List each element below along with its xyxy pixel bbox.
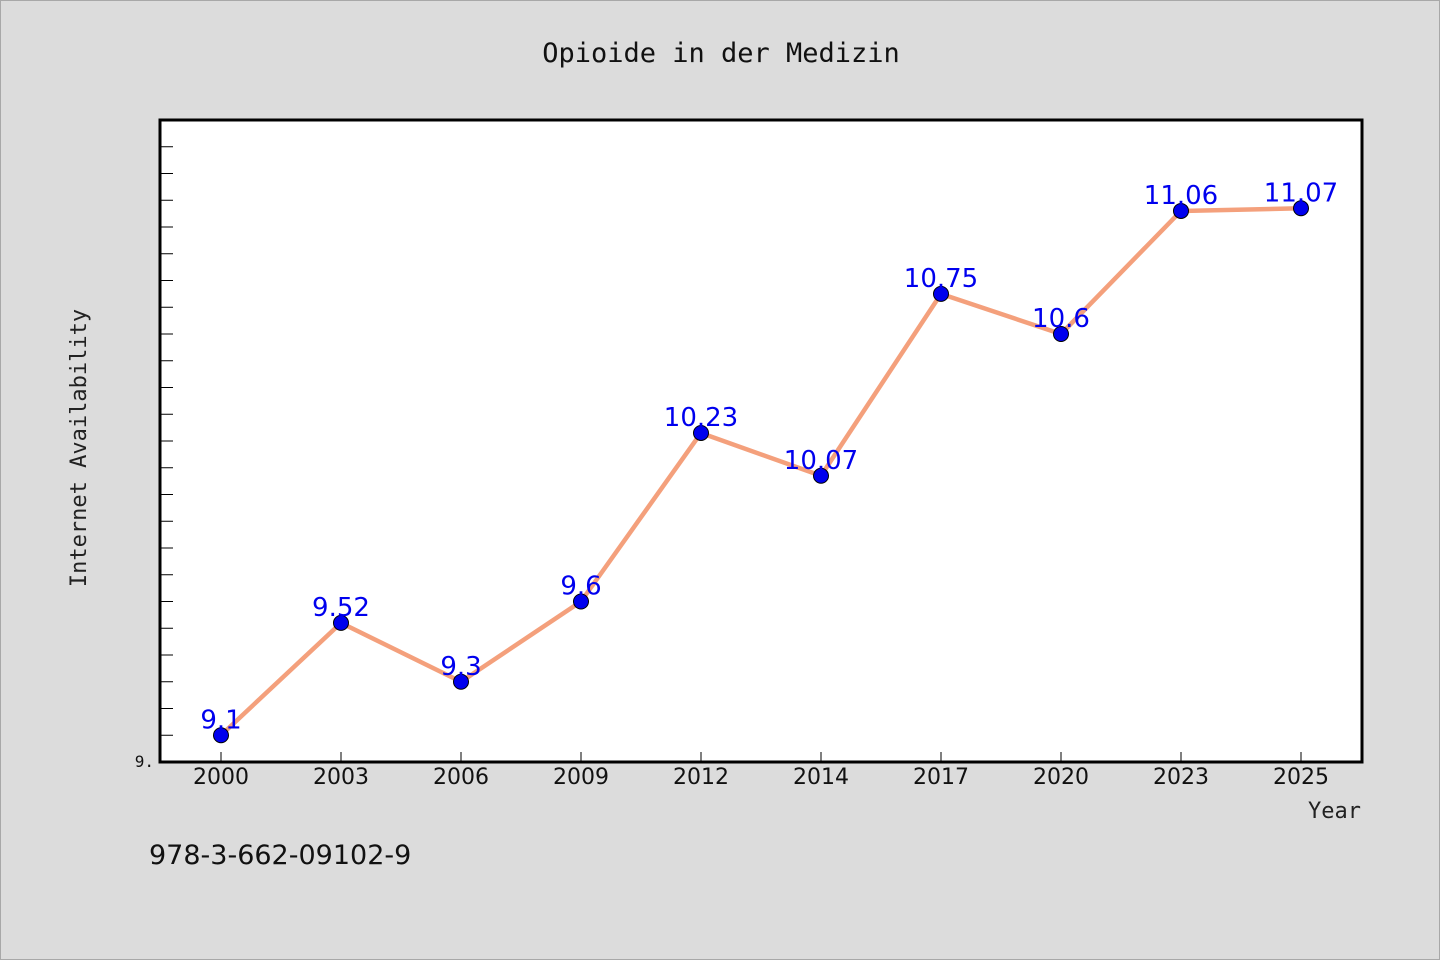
x-axis-ticks: 2000 2003 2006 2009 2012 2014 2017 2020 2023 2025 (193, 752, 1329, 790)
data-label: 10.23 (664, 403, 738, 433)
y-axis-label: Internet Availability (67, 309, 92, 587)
x-tick-label: 2003 (313, 765, 369, 790)
x-tick-label: 2000 (193, 765, 249, 790)
x-tick-label: 2006 (433, 765, 489, 790)
x-axis-label: Year (1308, 799, 1361, 824)
data-point (933, 285, 949, 302)
x-tick-label: 2023 (1153, 765, 1209, 790)
x-tick-label: 2017 (913, 765, 969, 790)
series-line (218, 206, 1304, 738)
data-label: 10.75 (904, 264, 978, 294)
data-point (453, 673, 469, 690)
data-point (333, 614, 349, 631)
x-tick-label: 2025 (1273, 765, 1329, 790)
x-tick-label: 2020 (1033, 765, 1089, 790)
data-label: 10.07 (784, 446, 858, 476)
data-label: 9.6 (560, 572, 601, 602)
data-point (573, 593, 589, 610)
data-label: 10.6 (1032, 304, 1090, 334)
isbn-footer: 978-3-662-09102-9 (149, 840, 411, 871)
data-point (693, 424, 709, 441)
plot-area (158, 118, 1364, 764)
data-label-layer: 9.1 9.52 9.3 9.6 10.23 10.07 10.75 10.6 11.06 11.… (200, 178, 1338, 735)
x-tick-label: 2009 (553, 765, 609, 790)
data-label: 9.1 (200, 705, 241, 735)
data-label: 9.3 (440, 652, 481, 682)
series-layer (213, 200, 1309, 744)
x-tick-label: 2012 (673, 765, 729, 790)
data-label: 11.06 (1144, 181, 1218, 211)
data-point (1173, 202, 1189, 219)
x-tick-label: 2014 (793, 765, 849, 790)
data-point (213, 727, 229, 744)
chart-title: Opioide in der Medizin (542, 38, 900, 69)
data-point (1293, 200, 1309, 217)
data-label: 11.07 (1264, 178, 1338, 208)
data-point (813, 467, 829, 484)
y-tick-label: 9. (135, 752, 154, 771)
y-axis-ticks: 9. (135, 146, 173, 771)
data-point (1053, 326, 1069, 342)
data-label: 9.52 (312, 593, 370, 623)
